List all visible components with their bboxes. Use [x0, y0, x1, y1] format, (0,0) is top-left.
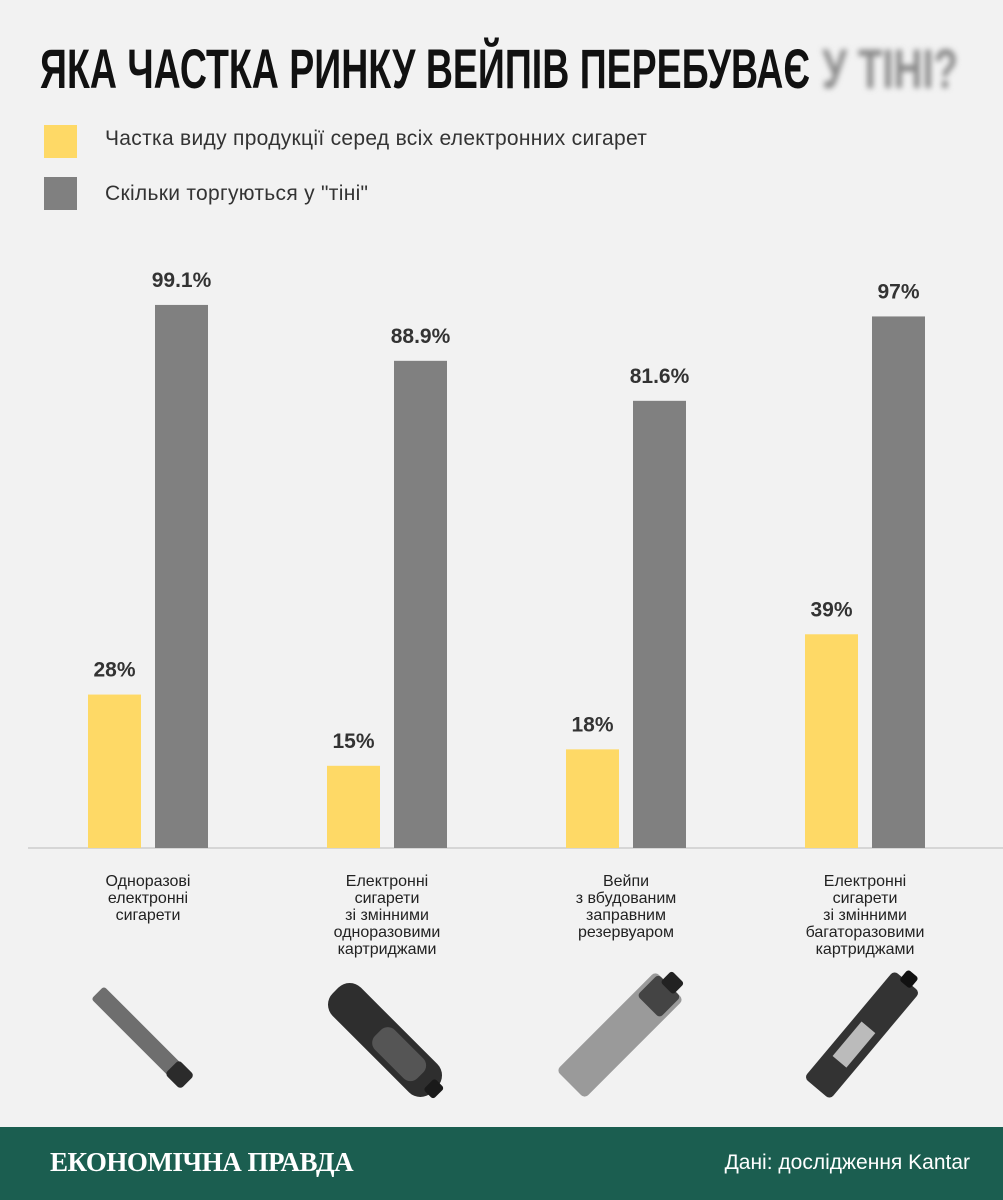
x-tick-label: Електронні сигарети зі змінними багатора…: [805, 873, 925, 958]
value-label: 28%: [93, 659, 135, 682]
value-label: 18%: [571, 713, 613, 736]
bar: [872, 316, 925, 848]
bar: [566, 749, 619, 848]
x-tick-label: Одноразові електронні сигарети: [105, 873, 191, 924]
vape-icons: [92, 970, 918, 1099]
value-label: 81.6%: [630, 365, 690, 388]
legend-label: Частка виду продукції серед всіх електро…: [105, 127, 648, 150]
value-label: 15%: [332, 730, 374, 753]
bar: [394, 360, 447, 848]
bar: [805, 634, 858, 848]
vape-icon: [327, 982, 444, 1099]
bar: [88, 694, 141, 848]
bar: [155, 304, 208, 848]
chart-title-blurred: У ТІНІ?: [822, 37, 958, 100]
value-label: 99.1%: [152, 269, 212, 292]
value-label: 97%: [877, 280, 919, 303]
brand: ЕКОНОМІЧНА ПРАВДА: [50, 1147, 354, 1177]
footer: ЕКОНОМІЧНА ПРАВДА Дані: дослідження Kant…: [0, 1127, 1003, 1200]
vape-icon: [92, 987, 193, 1088]
bar: [633, 400, 686, 848]
value-label: 39%: [810, 598, 852, 621]
legend-swatch: [44, 177, 77, 210]
vape-icon: [806, 970, 918, 1098]
legend-label: Скільки торгуються у "тіні": [105, 182, 369, 205]
vape-icon: [558, 971, 684, 1097]
x-tick-label: Електронні сигарети зі змінними одноразо…: [333, 873, 441, 958]
bar: [327, 765, 380, 848]
legend-swatch: [44, 125, 77, 158]
source: Дані: дослідження Kantar: [724, 1151, 970, 1174]
chart-title: ЯКА ЧАСТКА РИНКУ ВЕЙПІВ ПЕРЕБУВАЄ: [40, 37, 810, 100]
x-tick-label: Вейпи з вбудованим заправним резервуаром: [575, 873, 677, 941]
value-label: 88.9%: [391, 325, 451, 348]
chart: ЯКА ЧАСТКА РИНКУ ВЕЙПІВ ПЕРЕБУВАЄ У ТІНІ…: [28, 37, 1003, 1099]
